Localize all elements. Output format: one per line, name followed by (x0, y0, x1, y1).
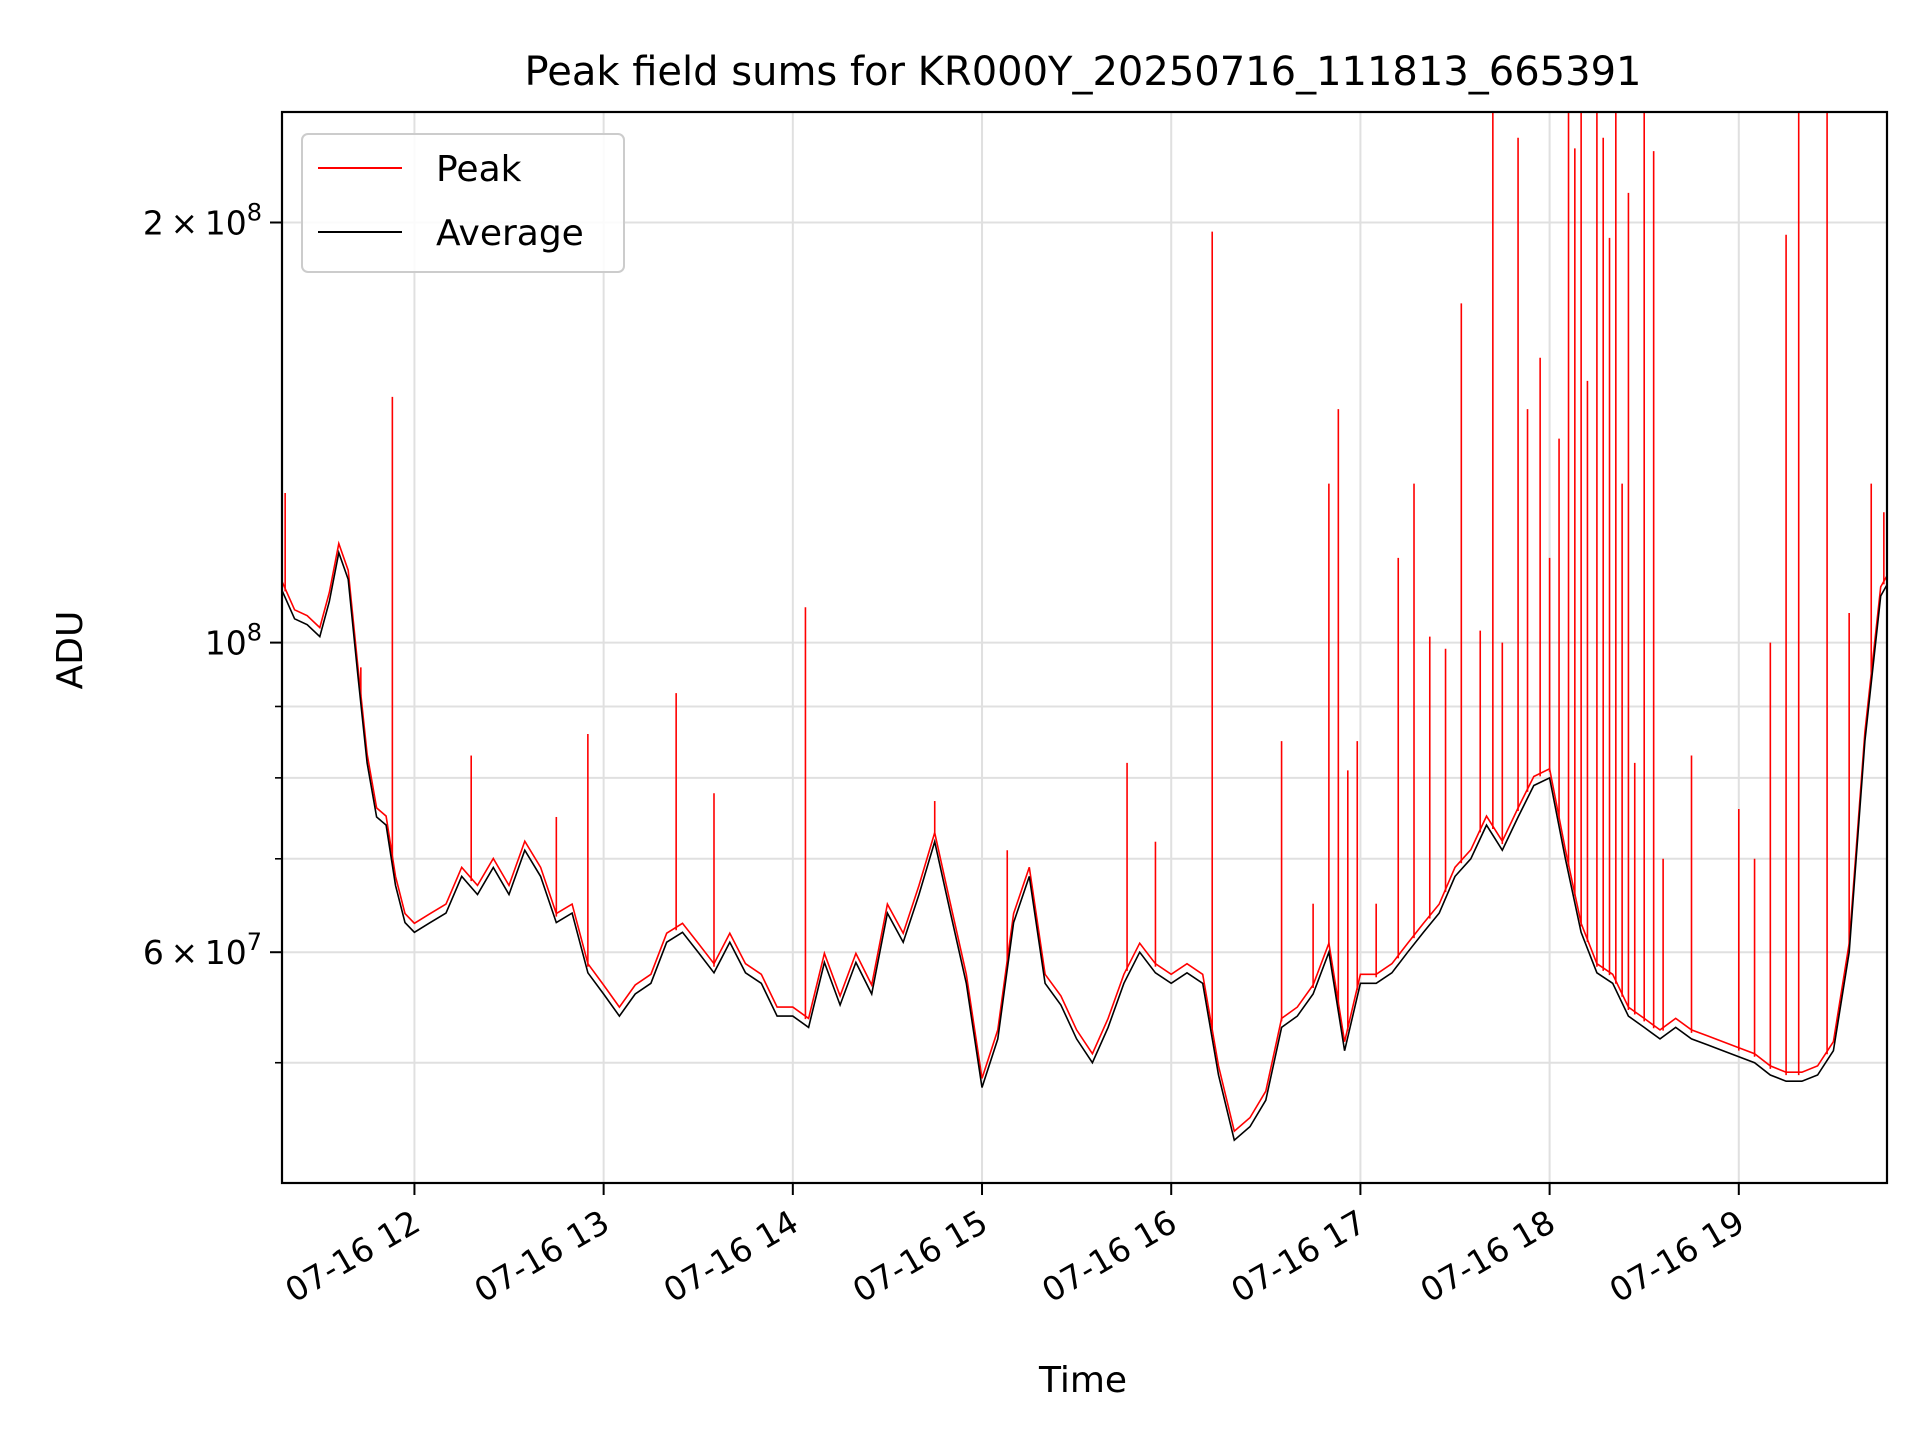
peak-series-layer (282, 112, 1887, 1133)
y-tick-label: 108 (205, 619, 262, 663)
plot-frame (280, 110, 1889, 1185)
y-tick-label: 2 × 108 (143, 199, 262, 243)
y-tick-label: 6 × 107 (143, 928, 262, 972)
legend-label-peak: Peak (436, 149, 522, 190)
y-axis-label: ADU (50, 611, 91, 690)
x-axis-label: Time (1038, 1360, 1127, 1401)
legend: Peak Average (301, 133, 625, 273)
legend-label-average: Average (436, 213, 584, 254)
grid-lines (282, 112, 1887, 1183)
average-series-line (282, 549, 1887, 1142)
chart-title: Peak field sums for KR000Y_20250716_1118… (525, 49, 1642, 95)
average-series-layer (282, 549, 1887, 1142)
